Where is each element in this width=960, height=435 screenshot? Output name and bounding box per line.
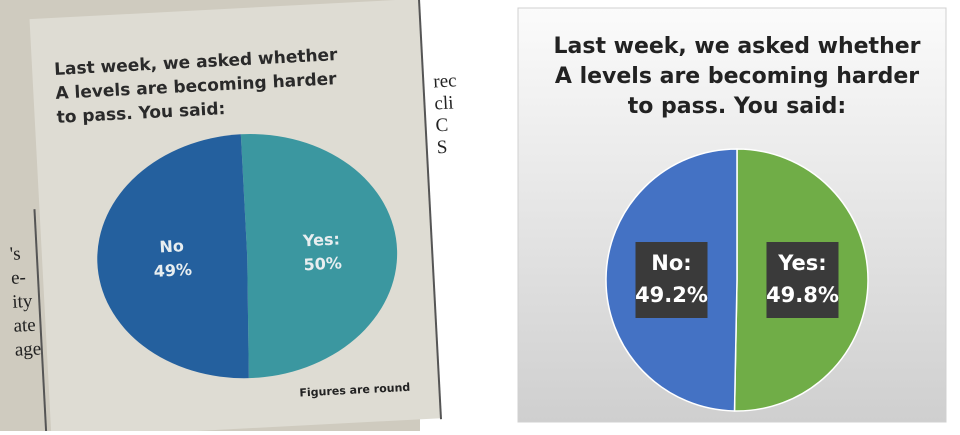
label-box bbox=[766, 242, 839, 318]
newspaper-text: e- bbox=[10, 267, 26, 289]
pie-slice bbox=[240, 134, 398, 379]
newspaper-text: age bbox=[14, 338, 41, 360]
slice-value-label: 49.2% bbox=[635, 283, 708, 307]
chart-title: Last week, we asked whether bbox=[553, 34, 920, 59]
newspaper-text: cli bbox=[434, 92, 454, 114]
slice-label: Yes: bbox=[302, 229, 341, 250]
slice-label: No: bbox=[651, 251, 691, 275]
slice-value-label: 50% bbox=[303, 253, 342, 274]
pie-slice bbox=[97, 134, 249, 379]
slice-label: Yes: bbox=[777, 251, 826, 275]
column-rule bbox=[33, 209, 48, 435]
chart-title: A levels are becoming harder bbox=[555, 64, 919, 89]
slice-value-label: 49% bbox=[153, 260, 192, 281]
footnote: Figures are round bbox=[299, 381, 410, 400]
newspaper-text: S bbox=[436, 137, 448, 159]
newspaper-text: ate bbox=[13, 315, 36, 337]
slice-label: No bbox=[159, 236, 184, 256]
newspaper-text: rec bbox=[433, 70, 457, 92]
label-box bbox=[635, 242, 708, 318]
newspaper-text: 's bbox=[9, 243, 21, 265]
slice-value-label: 49.8% bbox=[766, 283, 839, 307]
newspaper-text: C bbox=[435, 115, 449, 137]
newspaper-text: ity bbox=[12, 291, 34, 313]
chart-title: to pass. You said: bbox=[628, 94, 846, 119]
column-rule bbox=[417, 0, 443, 420]
